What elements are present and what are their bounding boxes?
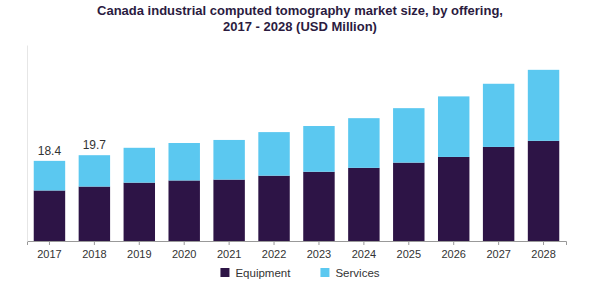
- x-tick: 2023: [307, 241, 331, 260]
- bar: [124, 183, 155, 241]
- annotation: 18.4: [38, 144, 62, 158]
- x-tick-label: 2026: [441, 248, 465, 260]
- x-tick: 2020: [172, 241, 196, 260]
- x-axis-line: [28, 242, 567, 246]
- x-tick-mark: [184, 241, 185, 245]
- x-tick-mark: [49, 241, 50, 245]
- x-tick-label: 2023: [307, 248, 331, 260]
- chart-container: Canada industrial computed tomography ma…: [0, 0, 600, 300]
- bar: [438, 96, 469, 157]
- bar: [393, 108, 424, 162]
- x-tick-label: 2028: [531, 248, 555, 260]
- bar: [348, 118, 379, 168]
- x-axis: 2017 2018 2019 2020 2021 2022 2023 2024 2025 2026…: [28, 241, 567, 260]
- x-tick: 2019: [127, 241, 151, 260]
- x-tick: 2026: [441, 241, 465, 260]
- bar: [438, 157, 469, 241]
- x-tick-label: 2022: [262, 248, 286, 260]
- bar: [483, 147, 514, 241]
- legend-item: Services: [320, 267, 379, 279]
- x-tick-mark: [139, 241, 140, 245]
- x-tick: 2017: [37, 241, 61, 260]
- legend: Equipment Services: [220, 267, 379, 279]
- bar: [79, 187, 110, 241]
- bar: [303, 172, 334, 241]
- x-tick-mark: [318, 241, 319, 245]
- bar: [393, 163, 424, 241]
- x-tick: 2028: [531, 241, 555, 260]
- x-tick-mark: [274, 241, 275, 245]
- bar: [213, 180, 244, 241]
- bar: [528, 141, 559, 241]
- bar: [258, 132, 289, 176]
- plot-area: 2017 2018 2019 2020 2021 2022 2023 2024 2025 2026…: [28, 46, 567, 260]
- x-tick-mark: [498, 241, 499, 245]
- bar: [213, 140, 244, 180]
- chart-svg: Canada industrial computed tomography ma…: [0, 0, 600, 300]
- bar: [124, 148, 155, 183]
- bar: [79, 155, 110, 186]
- legend-swatch: [220, 268, 229, 277]
- x-tick-label: 2020: [172, 248, 196, 260]
- legend-label: Equipment: [235, 267, 291, 279]
- x-tick-mark: [229, 241, 230, 245]
- x-tick: 2022: [262, 241, 286, 260]
- x-tick-label: 2021: [217, 248, 241, 260]
- x-tick-label: 2025: [397, 248, 421, 260]
- y-axis-line: [27, 46, 28, 242]
- bar: [258, 176, 289, 241]
- x-tick-label: 2018: [82, 248, 106, 260]
- series-group: [34, 141, 560, 241]
- x-tick-label: 2024: [352, 248, 376, 260]
- x-tick-label: 2019: [127, 248, 151, 260]
- legend-swatch: [320, 268, 329, 277]
- bars: [34, 70, 560, 241]
- x-tick-mark: [408, 241, 409, 245]
- x-tick: 2021: [217, 241, 241, 260]
- bar: [34, 190, 65, 241]
- bar: [168, 143, 199, 180]
- bar: [483, 84, 514, 147]
- title-line: 2017 - 2028 (USD Million): [223, 19, 377, 34]
- x-tick-label: 2017: [37, 248, 61, 260]
- bar: [303, 126, 334, 172]
- legend-label: Services: [335, 267, 379, 279]
- x-tick-mark: [543, 241, 544, 245]
- bar: [528, 70, 559, 141]
- x-tick-mark: [94, 241, 95, 245]
- annotations: 18.4 19.7: [38, 138, 107, 158]
- title: Canada industrial computed tomography ma…: [97, 3, 503, 34]
- y-axis: [27, 46, 28, 242]
- bar: [34, 161, 65, 191]
- x-tick-label: 2027: [486, 248, 510, 260]
- x-tick: 2027: [486, 241, 510, 260]
- bar: [168, 180, 199, 241]
- x-tick-mark: [363, 241, 364, 245]
- title-line: Canada industrial computed tomography ma…: [97, 3, 503, 18]
- x-tick: 2025: [397, 241, 421, 260]
- bar: [348, 168, 379, 241]
- x-tick: 2018: [82, 241, 106, 260]
- series-group: [34, 70, 560, 191]
- annotation: 19.7: [83, 138, 107, 152]
- x-tick-mark: [453, 241, 454, 245]
- x-tick: 2024: [352, 241, 376, 260]
- legend-item: Equipment: [220, 267, 291, 279]
